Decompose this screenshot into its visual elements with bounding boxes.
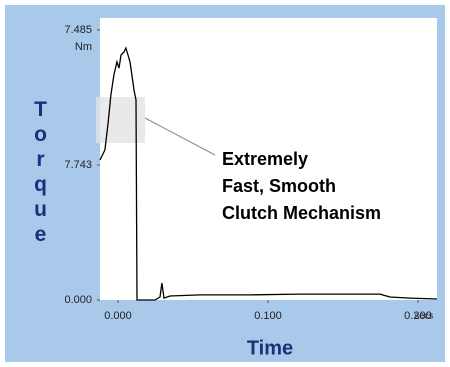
highlight [96,97,145,143]
plot-area [100,18,437,300]
x-tick-label: 0.000 [104,310,132,322]
torque-line [99,46,438,301]
x-tick-label: 0.100 [254,310,282,322]
x-label: Time [247,337,293,359]
y-tick-label: 0.000 [64,294,92,306]
annotation: Clutch Mechanism [222,203,381,223]
leader-line [144,117,216,156]
y-tick-label: 7.485 [64,24,92,36]
x-tick-label: 0.200 [404,310,432,322]
y-tick-label: 7.743 [64,159,92,171]
y-label: Torque [29,98,52,248]
annotation: Extremely [222,149,308,169]
annotation: Fast, Smooth [222,176,336,196]
y-unit: Nm [75,41,92,53]
x-unit: secs [415,310,434,320]
